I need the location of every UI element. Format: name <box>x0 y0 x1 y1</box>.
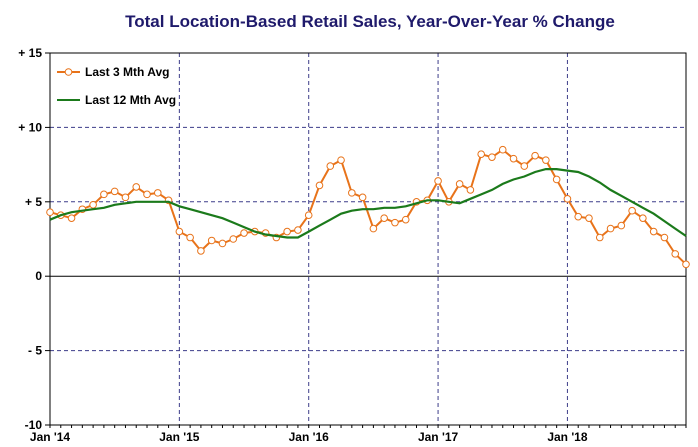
data-point <box>542 156 550 164</box>
y-tick-label: + 10 <box>18 120 42 134</box>
y-tick-label: - 5 <box>28 344 42 358</box>
data-point <box>488 153 496 161</box>
grid-layer <box>50 53 686 425</box>
data-point <box>369 224 378 233</box>
data-point <box>606 224 615 233</box>
data-point <box>574 212 583 221</box>
data-point <box>682 260 690 269</box>
data-point <box>455 180 464 188</box>
data-point <box>175 227 184 236</box>
data-point <box>671 250 680 258</box>
x-tick-label: Jan '15 <box>159 430 200 444</box>
legend-marker <box>64 68 73 76</box>
data-point <box>100 190 108 199</box>
data-point <box>498 145 507 154</box>
data-point <box>520 162 529 170</box>
plot-frame <box>49 52 687 426</box>
data-point <box>294 226 302 234</box>
data-point <box>585 214 593 222</box>
data-point <box>466 186 475 194</box>
x-tick-label: Jan '14 <box>30 430 71 444</box>
data-point <box>207 236 216 245</box>
data-point <box>649 227 658 236</box>
series-line-last-12-mth-avg <box>49 168 687 239</box>
data-point <box>358 193 367 202</box>
data-point <box>401 215 410 224</box>
chart-title: Total Location-Based Retail Sales, Year-… <box>125 12 615 31</box>
y-tick-label: + 5 <box>25 195 42 209</box>
series-layer <box>46 145 690 269</box>
data-point <box>132 183 141 191</box>
data-point <box>46 208 54 217</box>
data-point <box>563 195 572 203</box>
data-point <box>229 235 238 243</box>
data-point <box>186 233 194 242</box>
data-point <box>639 214 647 222</box>
data-point <box>531 151 539 160</box>
data-point <box>110 187 119 196</box>
data-point <box>509 154 518 163</box>
data-point <box>552 175 561 184</box>
x-tick-label: Jan '18 <box>547 430 588 444</box>
data-point <box>595 233 604 242</box>
data-point <box>477 150 485 158</box>
legend: Last 3 Mth Avg Last 12 Mth Avg <box>57 65 176 107</box>
data-point <box>121 193 130 202</box>
data-point <box>617 221 626 230</box>
x-tick-label: Jan '17 <box>418 430 459 444</box>
data-point <box>315 181 324 190</box>
data-point <box>197 247 205 255</box>
data-point <box>326 162 335 170</box>
data-point <box>391 218 399 227</box>
data-point <box>67 214 76 222</box>
series-line-last-3-mth-avg <box>49 148 687 266</box>
data-point <box>348 189 356 197</box>
legend-label: Last 12 Mth Avg <box>85 93 176 107</box>
legend-label: Last 3 Mth Avg <box>85 65 169 79</box>
x-tick-label: Jan '16 <box>289 430 330 444</box>
y-tick-label: + 15 <box>18 46 42 60</box>
data-point <box>660 233 669 242</box>
data-point <box>89 200 97 209</box>
data-point <box>218 239 227 248</box>
data-point <box>434 177 442 185</box>
data-point <box>143 190 151 199</box>
data-point <box>153 189 162 197</box>
y-tick-label: -10 <box>25 418 43 432</box>
y-tick-label: 0 <box>35 269 42 283</box>
data-point <box>628 206 636 215</box>
data-point <box>337 156 345 164</box>
data-point <box>380 214 388 222</box>
data-point <box>283 227 291 236</box>
data-point <box>304 211 313 219</box>
data-point <box>240 229 248 237</box>
